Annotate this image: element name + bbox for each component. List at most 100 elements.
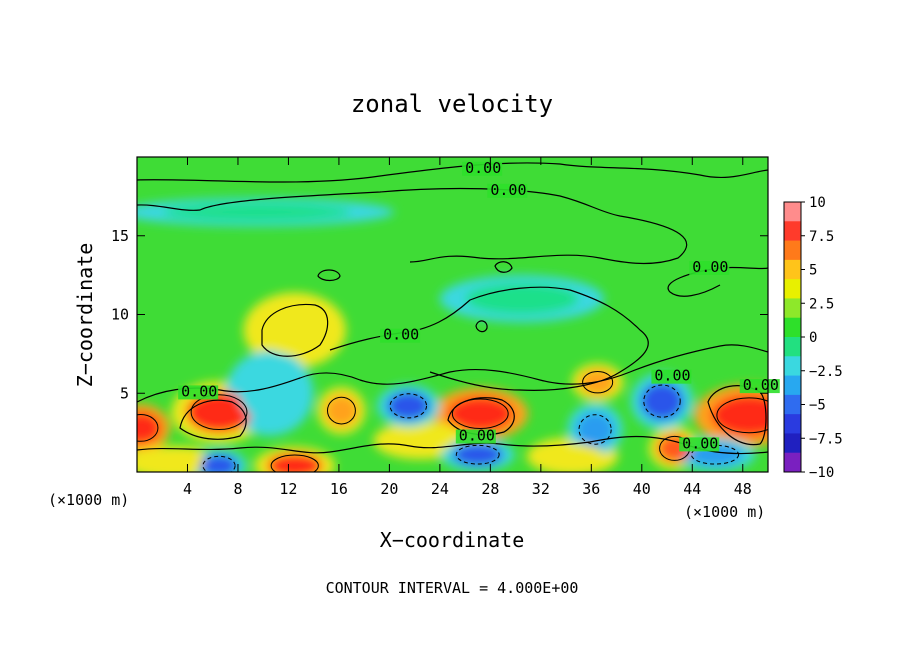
field-blob-core: [259, 305, 331, 356]
contour-loop-small-1: [475, 320, 488, 333]
positive-contour: [326, 396, 356, 425]
x-tick-label: 48: [734, 480, 752, 498]
positive-contour: [270, 454, 319, 472]
colorbar-segment: [784, 298, 801, 319]
contour-line-upper: [137, 187, 688, 265]
field-blob-core: [576, 412, 615, 447]
negative-contour: [389, 393, 428, 419]
contour-labels: 0.00 0.00 0.00 0.00 0.00 0.00 0.00 0.00 0.00: [178, 159, 780, 452]
field-blob-core: [200, 454, 238, 472]
positive-contour: [451, 398, 509, 429]
contour-line-lower: [137, 344, 768, 403]
contour-label: 0.00: [459, 427, 495, 445]
contour-label-bg: [487, 183, 528, 198]
positive-contour: [716, 397, 768, 434]
contour-loop-center: [261, 303, 329, 357]
x-tick-label: 44: [683, 480, 701, 498]
contour-label: 0.00: [654, 367, 690, 385]
positive-contour: [190, 394, 248, 431]
field-blob-core: [711, 394, 768, 436]
field-blob-core: [137, 412, 161, 444]
colorbar-segment: [784, 433, 801, 454]
x-axis-label: X−coordinate: [380, 528, 525, 552]
y-tick-label: 5: [120, 384, 129, 402]
field-blob-core: [386, 391, 430, 421]
contour-loop-small-2: [317, 269, 341, 282]
contour-loop-left-pos: [179, 399, 247, 440]
colorbar-segment: [784, 356, 801, 377]
colorbar-label: 10: [809, 195, 826, 211]
colorbar-label: 2.5: [809, 296, 834, 312]
x-tick-label: 40: [633, 480, 651, 498]
contour-label-bg: [455, 429, 496, 444]
contour-label: 0.00: [682, 434, 718, 452]
x-tick-label: 8: [233, 480, 242, 498]
colorbar-label: −7.5: [809, 431, 843, 447]
field-blob-core: [139, 451, 211, 472]
field-blob-core: [266, 453, 323, 472]
contour-label: 0.00: [383, 326, 419, 344]
positive-contour: [582, 371, 614, 394]
colorbar-label: 5: [809, 263, 817, 279]
x-tick-label: 20: [380, 480, 398, 498]
colorbar-segment: [784, 375, 801, 396]
colorbar-label: −10: [809, 465, 834, 481]
contour-loop-right-pos: [707, 385, 767, 446]
colorbar-label: −5: [809, 398, 826, 414]
contour-line-upper-right: [667, 266, 768, 297]
field-blob-core: [162, 202, 352, 222]
x-tick-label: 24: [431, 480, 449, 498]
colorbar-segment: [784, 259, 801, 280]
y-axis-ticks: 5 10 15: [111, 227, 768, 402]
contour-interval-footer: CONTOUR INTERVAL = 4.000E+00: [326, 579, 579, 597]
x-unit-label-right: (×1000 m): [684, 503, 765, 521]
x-tick-label: 16: [330, 480, 348, 498]
field-blob-core: [452, 443, 503, 466]
field-blob-core: [640, 382, 684, 421]
colorbar-segment: [784, 202, 801, 222]
x-unit-label-left: (×1000 m): [48, 491, 129, 509]
contour-label: 0.00: [465, 159, 501, 177]
chart-title: zonal velocity: [351, 90, 553, 118]
contour-line-top: [137, 162, 768, 183]
y-tick-label: 10: [111, 306, 129, 324]
contour-label-bg: [679, 437, 720, 452]
contour-line-bottom: [137, 435, 768, 455]
x-axis-ticks: 4 8 12 16 20 24 28 32 36 40 44 48: [183, 157, 752, 498]
field-blob-core: [447, 396, 514, 432]
negative-contour: [202, 455, 236, 472]
x-tick-label: 32: [532, 480, 550, 498]
field-blob-core: [388, 427, 454, 454]
contour-label: 0.00: [692, 258, 728, 276]
contour-label-bg: [689, 260, 730, 275]
y-tick-label: 15: [111, 227, 129, 245]
x-tick-label: 28: [481, 480, 499, 498]
field-blob-core: [465, 283, 579, 315]
colorbar-segment: [784, 221, 801, 242]
x-tick-label: 12: [279, 480, 297, 498]
colorbar-segment: [784, 452, 801, 473]
x-tick-label: 4: [183, 480, 192, 498]
negative-contour: [578, 414, 612, 445]
y-axis-label: Z−coordinate: [73, 243, 97, 388]
contour-loop-small-3: [494, 261, 513, 273]
negative-contour: [455, 444, 500, 465]
contour-label: 0.00: [743, 376, 779, 394]
field-blob-core: [325, 394, 358, 427]
field-blob-core: [239, 364, 300, 422]
contour-label-bg: [739, 379, 780, 394]
positive-contour: [137, 414, 159, 442]
negative-contour: [643, 384, 681, 418]
colorbar-segment: [784, 279, 801, 299]
contour-label: 0.00: [490, 181, 526, 199]
contour-label: 0.00: [181, 382, 217, 400]
colorbar-label: 0: [809, 330, 817, 346]
colorbar-label: 7.5: [809, 229, 834, 245]
contour-label-bg: [380, 328, 421, 343]
colorbar-segment: [784, 337, 801, 357]
contour-label-bg: [651, 369, 692, 384]
field-blob-core: [540, 443, 604, 469]
contour-label-bg: [178, 385, 219, 400]
